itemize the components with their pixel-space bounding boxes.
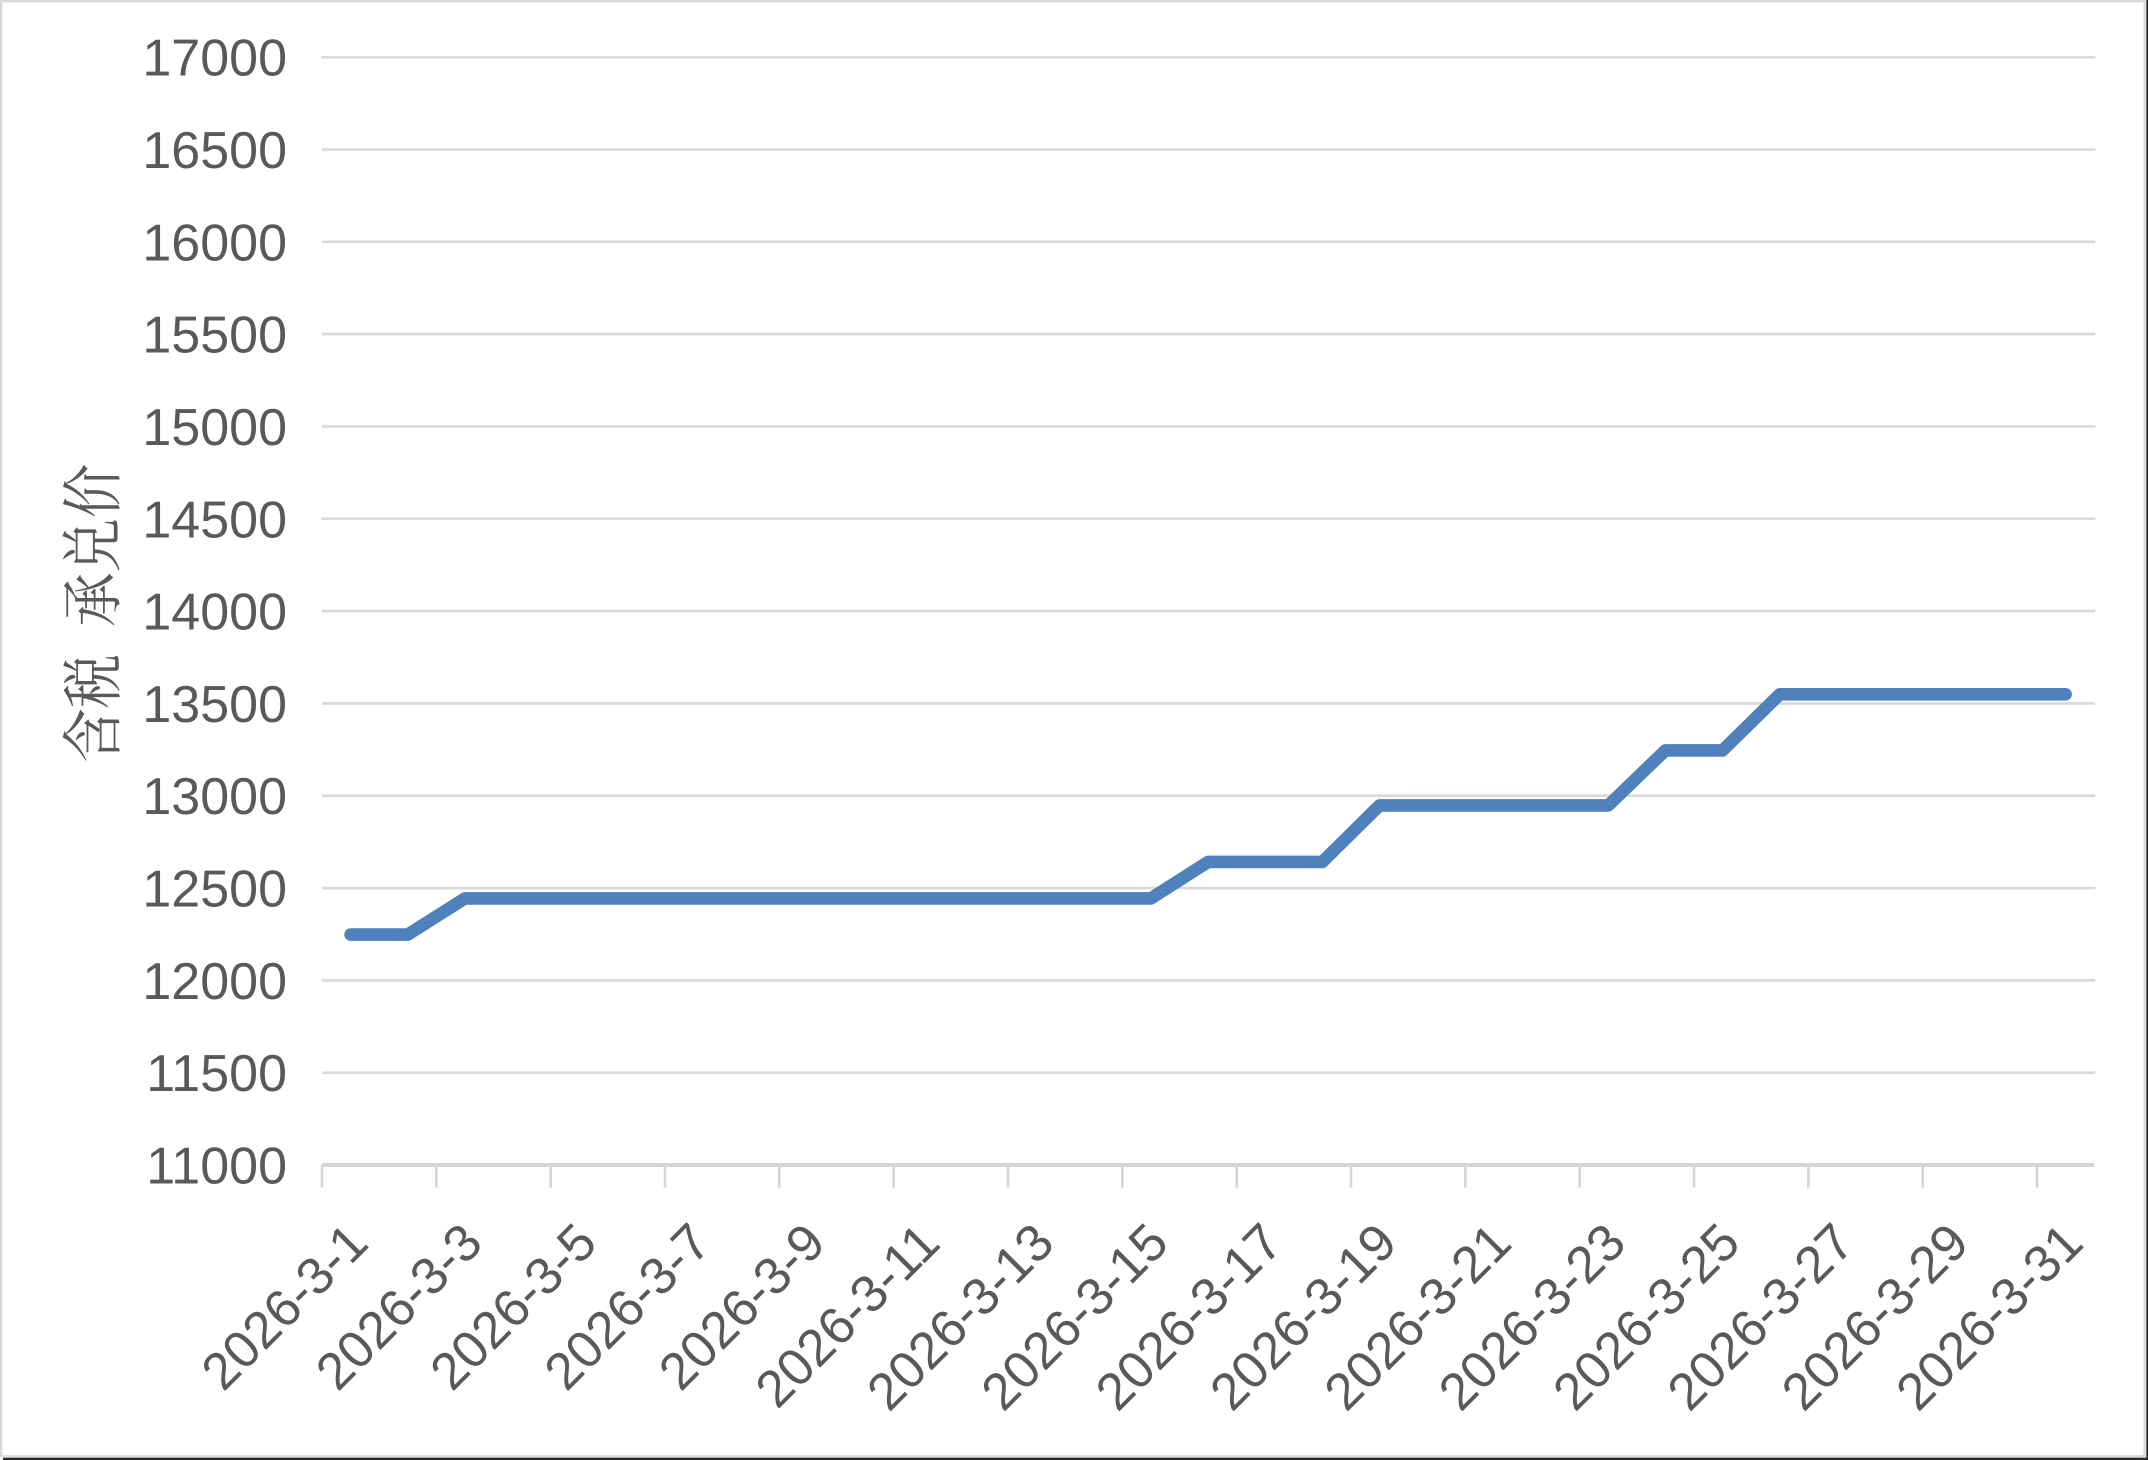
svg-text:14500: 14500 (142, 491, 287, 549)
svg-text:11500: 11500 (146, 1045, 287, 1103)
svg-text:14000: 14000 (142, 584, 287, 642)
svg-text:12500: 12500 (142, 861, 287, 919)
svg-text:16000: 16000 (142, 214, 287, 272)
svg-text:16500: 16500 (142, 122, 287, 180)
svg-text:13000: 13000 (142, 768, 287, 826)
svg-text:13500: 13500 (142, 676, 287, 734)
svg-text:12000: 12000 (142, 953, 287, 1011)
svg-text:17000: 17000 (142, 30, 287, 88)
svg-text:15000: 15000 (142, 399, 287, 457)
svg-text:11000: 11000 (146, 1138, 287, 1196)
svg-text:15500: 15500 (142, 307, 287, 365)
